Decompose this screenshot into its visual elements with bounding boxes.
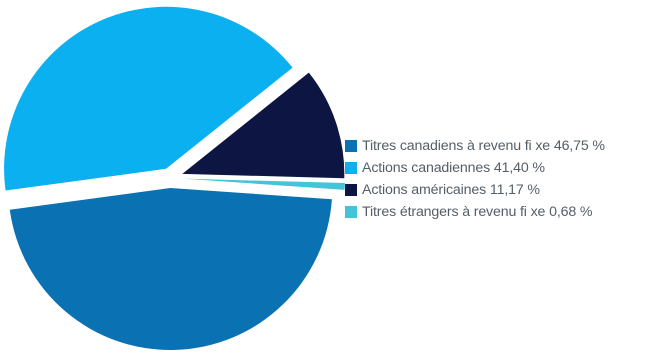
legend-swatch	[345, 206, 357, 218]
legend-swatch	[345, 140, 357, 152]
legend-label: Titres étrangers à revenu fi xe 0,68 %	[362, 204, 593, 220]
legend-label: Actions canadiennes 41,40 %	[362, 160, 545, 176]
slice-actions-americaines	[182, 72, 345, 179]
legend-item-actions-canadiennes: Actions canadiennes 41,40 %	[345, 157, 663, 179]
legend-swatch	[345, 184, 357, 196]
pie-slices	[4, 6, 345, 350]
legend-item-actions-americaines: Actions américaines 11,17 %	[345, 179, 663, 201]
legend-swatch	[345, 162, 357, 174]
legend-item-titres-canadiens: Titres canadiens à revenu fi xe 46,75 %	[345, 135, 663, 157]
slice-titres-canadiens	[9, 187, 332, 350]
slice-titres-etrangers	[182, 178, 345, 190]
legend-label: Titres canadiens à revenu fi xe 46,75 %	[362, 138, 605, 154]
legend-label: Actions américaines 11,17 %	[362, 182, 540, 198]
slice-actions-canadiennes	[4, 6, 293, 191]
legend-item-titres-etrangers: Titres étrangers à revenu fi xe 0,68 %	[345, 201, 663, 223]
chart-legend: Titres canadiens à revenu fi xe 46,75 % …	[345, 135, 663, 223]
